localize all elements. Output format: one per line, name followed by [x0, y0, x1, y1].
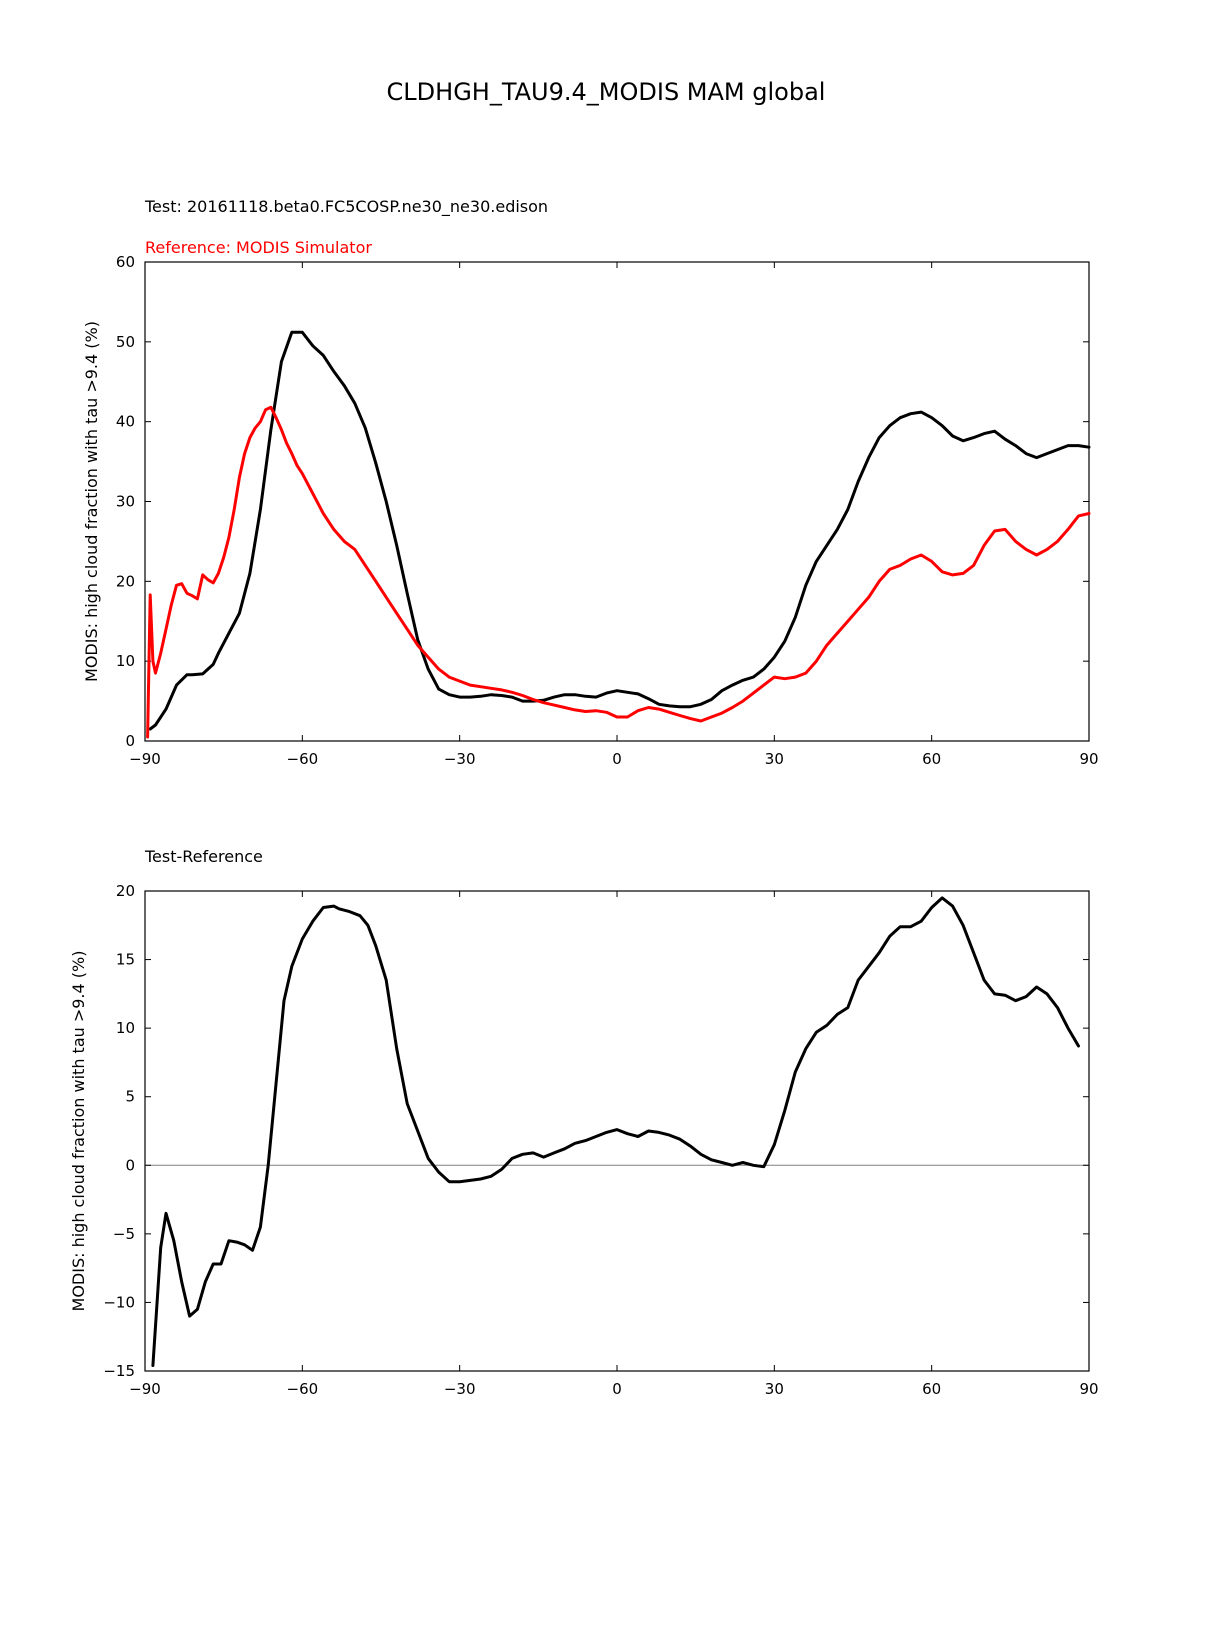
bottom-axes-ticks: −90 −60 −30 0 30 60 90 −15 −10 −5 0 5 10 15 20	[103, 882, 1098, 1398]
y-tick-label: 40	[116, 413, 135, 431]
x-tick-label: 90	[1079, 750, 1098, 768]
figure-title: CLDHGH_TAU9.4_MODIS MAM global	[387, 78, 826, 106]
reference-label: Reference: MODIS Simulator	[145, 238, 372, 257]
test-series-line	[148, 330, 1091, 731]
top-axes-frame	[144, 261, 1090, 742]
x-tick-label: −30	[444, 1380, 476, 1398]
bottom-series-lines	[151, 896, 1080, 1367]
top-y-axis-label: MODIS: high cloud fraction with tau >9.4…	[82, 321, 101, 682]
x-tick-label: 30	[765, 1380, 784, 1398]
test-label: Test: 20161118.beta0.FC5COSP.ne30_ne30.e…	[144, 197, 548, 217]
y-tick-label: 20	[116, 882, 135, 900]
y-tick-label: −10	[103, 1293, 135, 1311]
top-series-lines	[146, 330, 1091, 739]
x-tick-label: −90	[129, 750, 161, 768]
x-tick-label: 60	[922, 750, 941, 768]
x-tick-label: 0	[612, 1380, 622, 1398]
y-tick-label: −5	[113, 1225, 135, 1243]
diff-series-line	[151, 896, 1080, 1367]
x-tick-label: −60	[287, 750, 319, 768]
x-tick-label: −90	[129, 1380, 161, 1398]
reference-series-line	[146, 405, 1091, 739]
y-tick-label: 60	[116, 253, 135, 271]
x-tick-label: 90	[1079, 1380, 1098, 1398]
y-tick-label: 0	[125, 1156, 135, 1174]
top-axes-ticks: −90 −60 −30 0 30 60 90 0 10 20 30 40 50 60	[116, 253, 1099, 768]
x-tick-label: −30	[444, 750, 476, 768]
x-tick-label: −60	[287, 1380, 319, 1398]
y-tick-label: 20	[116, 572, 135, 590]
y-tick-label: 0	[125, 732, 135, 750]
bottom-y-axis-label: MODIS: high cloud fraction with tau >9.4…	[69, 951, 88, 1312]
y-tick-label: 10	[116, 1019, 135, 1037]
x-tick-label: 0	[612, 750, 622, 768]
x-tick-label: 60	[922, 1380, 941, 1398]
y-tick-label: 10	[116, 652, 135, 670]
y-tick-label: 5	[125, 1088, 135, 1106]
bottom-panel: −90 −60 −30 0 30 60 90 −15 −10 −5 0 5 10 15 20 MODIS: …	[69, 882, 1099, 1398]
y-tick-label: 15	[116, 951, 135, 969]
top-panel: −90 −60 −30 0 30 60 90 0 10 20 30 40 50 60 MODIS: hig…	[82, 253, 1099, 768]
y-tick-label: −15	[103, 1362, 135, 1380]
diff-label: Test-Reference	[144, 847, 263, 866]
y-tick-label: 50	[116, 333, 135, 351]
y-tick-label: 30	[116, 493, 135, 511]
x-tick-label: 30	[765, 750, 784, 768]
